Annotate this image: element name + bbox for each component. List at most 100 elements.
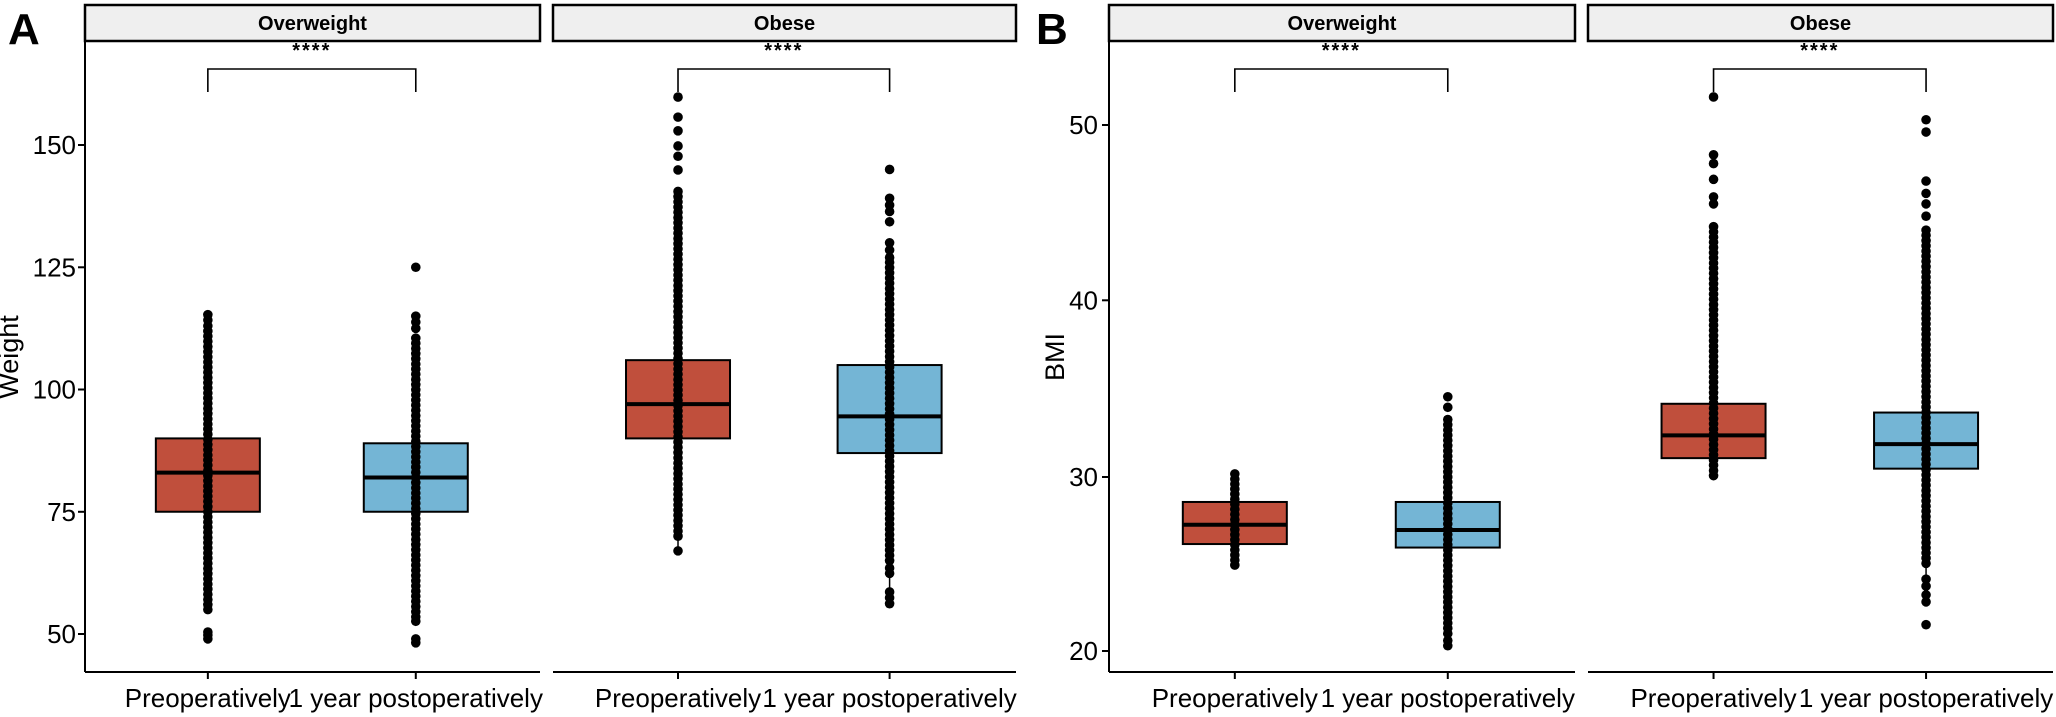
facet-strip: [83, 3, 542, 43]
outlier-point: [673, 126, 683, 136]
outlier-point: [673, 151, 683, 162]
outlier-point: [1921, 597, 1931, 607]
data-point-column: [1442, 391, 1453, 651]
y-tick-label: 20: [1069, 636, 1098, 666]
outlier-point: [673, 141, 683, 151]
x-category-label: Preoperatively: [125, 683, 291, 713]
outlier-point: [1921, 176, 1931, 186]
significance-bracket: [677, 68, 891, 92]
outlier-point: [410, 634, 421, 644]
y-tick-label: 40: [1069, 285, 1098, 315]
outlier-point: [673, 92, 683, 102]
data-point: [1442, 628, 1453, 639]
facet-strip: [551, 3, 1018, 43]
outlier-point: [1921, 188, 1931, 199]
data-point-column: [1708, 92, 1719, 481]
boxplot-group: [154, 309, 261, 644]
outlier-point: [1708, 150, 1719, 160]
x-category-label: Preoperatively: [595, 683, 761, 713]
y-tick-label: 75: [47, 497, 76, 527]
boxplot-group: [836, 164, 943, 609]
outlier-point: [1708, 174, 1719, 185]
outlier-point: [1921, 127, 1931, 137]
outlier-point: [884, 200, 895, 210]
significance-stars: ****: [1800, 40, 1839, 62]
outlier-point: [203, 604, 213, 615]
outlier-point: [673, 165, 683, 175]
x-category-label: 1 year postoperatively: [1799, 683, 2053, 713]
data-point-column: [673, 92, 683, 556]
facet-strip-label: Overweight: [1288, 13, 1397, 35]
facet-strip: [1107, 3, 1577, 43]
outlier-point: [884, 164, 895, 175]
significance-bracket: [207, 68, 417, 92]
boxplot-group: [1873, 114, 1980, 630]
outlier-point: [1708, 192, 1719, 202]
data-point: [673, 531, 683, 541]
x-category-label: 1 year postoperatively: [762, 683, 1016, 713]
data-point: [1921, 558, 1931, 569]
outlier-point: [1921, 211, 1931, 221]
outlier-point: [1442, 402, 1453, 413]
facet-strip: [1586, 3, 2055, 43]
outlier-point: [410, 262, 421, 273]
outlier-point: [884, 252, 895, 263]
boxplot-group: [1181, 469, 1288, 570]
y-axis-title: Weight: [0, 315, 24, 399]
panel-letter: A: [8, 5, 40, 54]
facet-strip-label: Overweight: [258, 13, 367, 35]
y-tick-label: 125: [33, 252, 76, 282]
y-tick-label: 30: [1069, 462, 1098, 492]
outlier-point: [884, 238, 895, 248]
y-tick-label: 50: [1069, 110, 1098, 140]
significance-stars: ****: [1322, 40, 1361, 62]
outlier-point: [410, 311, 421, 321]
outlier-point: [884, 563, 895, 573]
data-point: [1708, 470, 1719, 481]
outlier-point: [884, 587, 895, 597]
y-tick-label: 100: [33, 375, 76, 405]
outlier-point: [203, 309, 213, 320]
boxplot-group: [625, 92, 732, 556]
data-point: [1230, 560, 1240, 570]
y-axis-title: BMI: [1040, 333, 1070, 381]
outlier-point: [884, 245, 895, 255]
outlier-point: [410, 616, 421, 627]
outlier-point: [673, 112, 683, 122]
y-tick-label: 50: [47, 619, 76, 649]
boxplot-group: [1660, 92, 1767, 481]
data-point-column: [884, 164, 895, 609]
significance-stars: ****: [292, 40, 331, 62]
outlier-point: [1921, 590, 1931, 600]
significance-stars: ****: [764, 40, 803, 62]
x-category-label: Preoperatively: [1152, 683, 1318, 713]
facet-panel: Obese Preoperatively 1 year postoperativel…: [1586, 3, 2055, 713]
facet-strip-label: Obese: [754, 13, 815, 35]
outlier-point: [1708, 158, 1719, 169]
boxplot-group: [1394, 391, 1501, 651]
outlier-point: [1708, 199, 1719, 209]
outlier-point: [673, 546, 683, 556]
outlier-point: [884, 193, 895, 204]
data-point-column: [410, 262, 421, 648]
y-tick-label: 150: [33, 130, 76, 160]
x-category-label: Preoperatively: [1630, 683, 1796, 713]
outlier-point: [1921, 114, 1931, 125]
x-category-label: 1 year postoperatively: [289, 683, 543, 713]
facet-strip-label: Obese: [1790, 13, 1851, 35]
data-point-column: [1230, 469, 1240, 570]
significance-bracket: [1712, 68, 1927, 92]
outlier-point: [884, 216, 895, 227]
outlier-point: [1921, 581, 1931, 591]
outlier-point: [1921, 199, 1931, 209]
panel-letter: B: [1036, 5, 1068, 54]
x-category-label: 1 year postoperatively: [1321, 683, 1575, 713]
outlier-point: [1921, 619, 1931, 630]
outlier-point: [1708, 92, 1719, 102]
facet-panel: Obese Preoperatively 1 year postoperativel…: [551, 3, 1018, 713]
